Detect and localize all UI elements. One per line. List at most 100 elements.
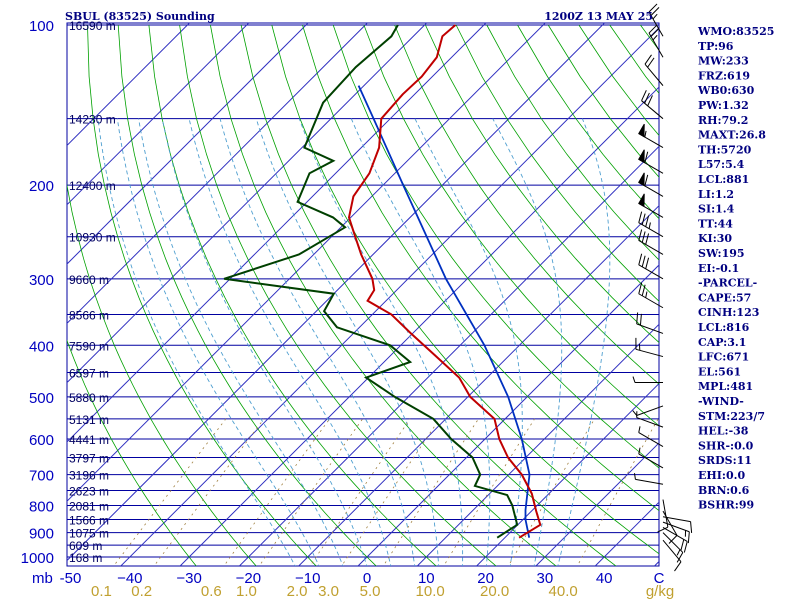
dry-adiabat	[455, 24, 659, 302]
wind-barb-shaft	[648, 32, 664, 58]
height-label: 16590 m	[69, 19, 116, 33]
wind-barb	[662, 516, 693, 533]
wind-barb-flag	[641, 284, 646, 296]
wind-barb-flag	[641, 255, 646, 267]
pressure-axis: 100 200 300 400 500 600 700 800 900 1000 mb	[21, 18, 54, 587]
wind-barb-half-flag	[634, 473, 636, 480]
height-label: 7590 m	[69, 339, 109, 353]
mixing-ratio-label: 2.0	[287, 583, 308, 600]
pressure-tick-label: 900	[29, 526, 54, 543]
wind-barb-shaft	[662, 516, 691, 523]
height-label: 14230 m	[69, 113, 116, 127]
mixing-ratio-label: 3.0	[318, 583, 339, 600]
wind-barb-shaft	[662, 527, 688, 542]
wind-barb-flag	[641, 231, 646, 243]
wind-barb-flag	[641, 213, 646, 225]
wind-barb	[636, 411, 664, 428]
wind-barb-half-flag	[652, 34, 658, 41]
mixing-ratio-line	[382, 418, 479, 566]
dry-adiabat	[67, 183, 257, 566]
sounding-index: LI:1.2	[698, 188, 734, 201]
pressure-tick-label: 500	[29, 390, 54, 407]
wind-barb-shaft	[641, 100, 664, 120]
dry-adiabat	[67, 339, 197, 566]
wind-barb-shaft	[638, 432, 664, 447]
temperature-axis: -50 −40 −30 −20 −10 0 10 20 30 40 C	[60, 570, 665, 587]
dry-adiabat	[240, 24, 617, 566]
pressure-tick-label: 100	[29, 18, 54, 35]
mixing-ratio-label: 5.0	[360, 583, 381, 600]
sounding-index: TH:5720	[698, 143, 752, 156]
height-label: 10930 m	[69, 231, 116, 245]
sounding-profiles	[223, 24, 542, 539]
wind-barb-shaft	[648, 11, 664, 37]
mixing-ratio-line	[113, 418, 227, 566]
isotherm--120	[67, 23, 190, 147]
wind-barb-shaft	[636, 417, 664, 428]
sounding-index: EHI:0.0	[698, 469, 745, 482]
wind-barb-flag	[683, 541, 688, 553]
temperature-tick-label: −40	[117, 570, 142, 587]
height-label: 4441 m	[69, 433, 109, 447]
wind-barb-flag	[645, 215, 650, 227]
wind-barb-pennant	[638, 193, 645, 208]
wind-barb-flag	[674, 561, 682, 572]
dry-adiabat	[117, 24, 377, 566]
moist-adiabat	[492, 118, 563, 566]
wind-barb-half-flag	[676, 549, 681, 556]
wind-barb-flag	[648, 24, 658, 34]
moist-adiabat	[557, 118, 611, 566]
wind-barb-pennant	[638, 123, 645, 138]
moist-adiabat	[219, 118, 416, 566]
wind-barb-flag	[690, 521, 693, 533]
moist-adiabat	[161, 118, 368, 566]
sounding-index: PW:1.32	[698, 99, 749, 112]
wind-barb-shaft	[638, 293, 664, 309]
wind-barb	[648, 24, 664, 58]
wind-barb-flag	[638, 229, 643, 241]
height-label: 12400 m	[69, 179, 116, 193]
wind-barb-shaft	[638, 453, 664, 469]
isotherm--40	[120, 27, 659, 566]
sounding-index: L57:5.4	[698, 158, 745, 171]
height-label: 9660 m	[69, 273, 109, 287]
wind-barb-half-flag	[644, 130, 647, 138]
wind-barb-shaft	[635, 348, 664, 358]
temperature-tick-label: 30	[537, 570, 554, 587]
mixing-ratio-label: 0.2	[131, 583, 152, 600]
dry-adiabat	[332, 24, 659, 469]
isotherm--80	[67, 23, 427, 384]
sounding-index: MAXT:26.8	[698, 129, 766, 142]
wind-barb-shaft	[662, 539, 682, 563]
dry-adiabat	[302, 24, 659, 512]
pressure-unit-label: mb	[32, 570, 53, 587]
sounding-index: WMO:83525	[697, 25, 774, 38]
grid-lines	[67, 23, 659, 566]
dewpoint-line	[223, 24, 519, 539]
moist-adiabat	[350, 118, 491, 566]
sounding-index: BRN:0.6	[698, 484, 750, 497]
wind-barb-half-flag	[632, 410, 638, 416]
wind-barb-flag	[641, 90, 647, 101]
wind-barb-flag	[645, 233, 650, 245]
wind-barb-flag	[680, 539, 685, 551]
sounding-index: STM:223/7	[698, 410, 765, 423]
dry-adiabat	[363, 24, 659, 427]
wind-barb	[634, 473, 664, 485]
wind-barb-half-flag	[648, 222, 651, 229]
wind-barb-flag	[644, 54, 652, 65]
height-label: 5880 m	[69, 391, 109, 405]
wind-barb-flag	[650, 28, 660, 37]
pressure-tick-label: 400	[29, 338, 54, 355]
chart-title-left: SBUL (83525) Sounding	[65, 10, 215, 23]
wind-barb	[638, 229, 664, 255]
dry-adiabat	[210, 24, 557, 566]
pressure-tick-label: 1000	[21, 550, 54, 567]
height-label: 1566 m	[69, 513, 109, 527]
sounding-index: -WIND-	[698, 395, 744, 408]
wind-barb-flag	[676, 552, 684, 563]
temperature-tick-label: C	[654, 570, 665, 587]
wind-barb-flag	[644, 174, 649, 187]
wind-barb	[632, 376, 663, 384]
height-label: 2081 m	[69, 499, 109, 513]
